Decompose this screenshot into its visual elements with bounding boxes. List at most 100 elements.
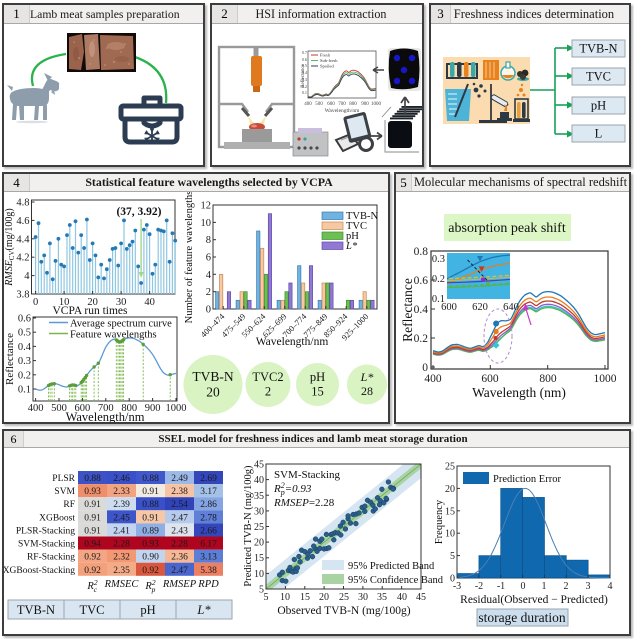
svg-text:(37, 3.92): (37, 3.92) <box>116 206 161 218</box>
svg-text:1000: 1000 <box>371 102 382 107</box>
svg-text:35: 35 <box>377 592 387 603</box>
svg-text:XGBoost: XGBoost <box>39 513 75 523</box>
svg-text:TVB-N: TVB-N <box>192 369 233 384</box>
svg-text:SVM: SVM <box>54 487 75 497</box>
svg-text:Prediction Error: Prediction Error <box>493 474 561 485</box>
svg-text:TVB-N: TVB-N <box>346 211 378 222</box>
svg-text:0.4: 0.4 <box>414 304 429 316</box>
svg-text:2.45: 2.45 <box>113 513 130 523</box>
svg-text:0.91: 0.91 <box>142 487 159 497</box>
svg-text:2.28: 2.28 <box>171 540 188 550</box>
svg-text:0.91: 0.91 <box>84 500 101 510</box>
svg-text:40: 40 <box>254 475 264 486</box>
svg-text:0.4: 0.4 <box>302 70 308 75</box>
svg-text:5.38: 5.38 <box>200 566 217 576</box>
svg-text:15: 15 <box>254 553 264 564</box>
svg-text:500: 500 <box>51 403 67 414</box>
svg-text:2.49: 2.49 <box>171 474 188 484</box>
svg-text:15: 15 <box>311 385 324 399</box>
svg-text:Residual(Observed − Predicted): Residual(Observed − Predicted) <box>460 594 608 606</box>
svg-text:0.94: 0.94 <box>84 540 101 550</box>
svg-text:0: 0 <box>422 362 428 374</box>
svg-text:Wavelength (nm): Wavelength (nm) <box>472 385 566 400</box>
svg-text:Average spectrum curve: Average spectrum curve <box>70 319 172 330</box>
svg-text:2.32: 2.32 <box>113 553 130 563</box>
svg-text:0: 0 <box>450 574 455 585</box>
svg-text:4.6: 4.6 <box>16 216 29 227</box>
svg-text:900: 900 <box>361 102 369 107</box>
svg-text:2: 2 <box>206 287 211 298</box>
svg-text:2.47: 2.47 <box>171 513 188 523</box>
svg-text:4.4: 4.4 <box>16 234 30 245</box>
svg-text:Observed TVB-N (mg/100g): Observed TVB-N (mg/100g) <box>277 605 410 617</box>
svg-text:3.8: 3.8 <box>16 290 29 301</box>
svg-text:0.2: 0.2 <box>18 370 31 381</box>
svg-text:0: 0 <box>33 297 38 308</box>
svg-text:2.66: 2.66 <box>200 527 217 537</box>
svg-text:0.92: 0.92 <box>84 566 101 576</box>
svg-text:Wavelength/nm: Wavelength/nm <box>66 410 145 422</box>
svg-text:absorption peak shift: absorption peak shift <box>448 221 566 236</box>
svg-text:0.92: 0.92 <box>84 553 101 563</box>
svg-text:0.90: 0.90 <box>142 553 159 563</box>
svg-text:800: 800 <box>349 102 357 107</box>
svg-text:pH: pH <box>140 603 155 617</box>
svg-text:30: 30 <box>254 506 264 517</box>
svg-text:400: 400 <box>424 373 442 385</box>
svg-text:0.6: 0.6 <box>18 314 31 325</box>
svg-text:30: 30 <box>116 297 127 308</box>
svg-text:RMSEP=2.28: RMSEP=2.28 <box>273 497 335 509</box>
svg-text:Wavelength/nm: Wavelength/nm <box>256 336 329 348</box>
svg-text:5: 5 <box>264 592 269 603</box>
svg-text:5: 5 <box>259 585 264 596</box>
svg-text:-1: -1 <box>497 581 505 592</box>
svg-text:TVB-N: TVB-N <box>17 603 55 617</box>
svg-text:0.6: 0.6 <box>302 57 307 62</box>
svg-text:0.93: 0.93 <box>84 487 101 497</box>
svg-text:4.8: 4.8 <box>16 198 29 209</box>
svg-text:3.13: 3.13 <box>200 553 217 563</box>
svg-text:0.1: 0.1 <box>302 90 307 95</box>
svg-text:2: 2 <box>564 581 569 592</box>
svg-text:R2p=0.93: R2 p=0.93 <box>273 481 312 497</box>
svg-text:12: 12 <box>201 201 212 212</box>
svg-text:6.17: 6.17 <box>200 540 217 550</box>
svg-text:2.47: 2.47 <box>171 566 188 576</box>
svg-text:2.46: 2.46 <box>113 474 130 484</box>
svg-text:0.88: 0.88 <box>84 474 101 484</box>
svg-text:1: 1 <box>542 581 547 592</box>
svg-text:25: 25 <box>254 522 264 533</box>
svg-text:Number of feature wavelengths: Number of feature wavelengths <box>184 192 195 323</box>
svg-text:40: 40 <box>397 592 407 603</box>
svg-text:Reflectance: Reflectance <box>400 278 415 342</box>
svg-text:Wavelength/nm: Wavelength/nm <box>325 108 360 114</box>
svg-text:R2p: R2 p <box>144 578 155 594</box>
svg-text:30: 30 <box>358 592 368 603</box>
svg-text:500: 500 <box>315 102 323 107</box>
svg-text:45: 45 <box>254 460 264 471</box>
svg-text:400: 400 <box>304 102 312 107</box>
svg-text:35: 35 <box>254 491 264 502</box>
svg-text:Frequency: Frequency <box>434 499 445 544</box>
svg-text:SVM-Stacking: SVM-Stacking <box>18 540 75 550</box>
svg-text:95% Predicted Band: 95% Predicted Band <box>348 561 435 572</box>
svg-text:VCPA run times: VCPA run times <box>53 305 129 317</box>
svg-text:-3: -3 <box>453 581 461 592</box>
svg-text:5: 5 <box>450 551 455 562</box>
svg-text:TVC2: TVC2 <box>252 370 283 384</box>
svg-text:2.28: 2.28 <box>113 540 130 550</box>
svg-text:2.54: 2.54 <box>171 500 188 510</box>
svg-text:20: 20 <box>445 484 455 495</box>
svg-text:0.3: 0.3 <box>302 77 307 82</box>
svg-text:700: 700 <box>98 403 114 414</box>
svg-text:600: 600 <box>481 373 499 385</box>
svg-text:800: 800 <box>539 373 557 385</box>
svg-text:10: 10 <box>59 297 70 308</box>
svg-text:Spoiled: Spoiled <box>320 64 335 69</box>
svg-text:620: 620 <box>472 302 488 313</box>
svg-text:pH: pH <box>591 99 606 113</box>
svg-text:TVB-N: TVB-N <box>579 42 617 56</box>
svg-text:1000: 1000 <box>166 403 187 414</box>
svg-text:900: 900 <box>145 403 161 414</box>
svg-text:0.88: 0.88 <box>142 474 159 484</box>
